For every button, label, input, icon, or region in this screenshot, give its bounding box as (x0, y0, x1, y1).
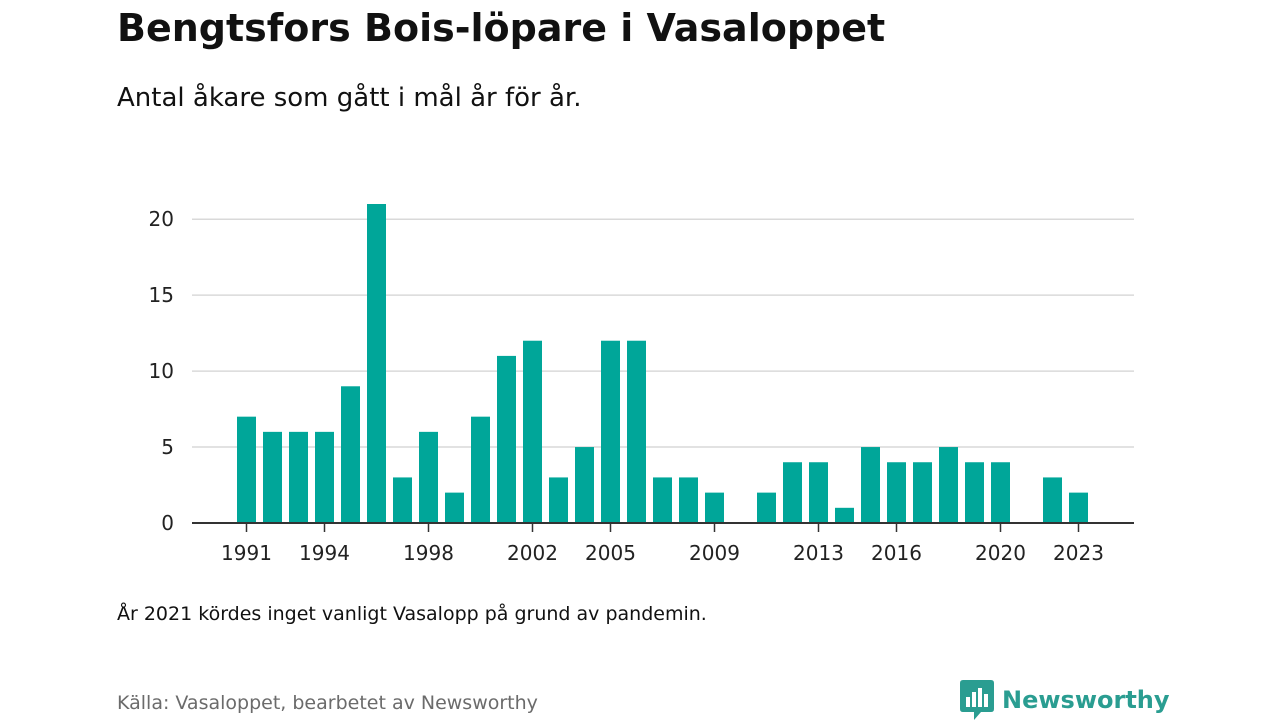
bar (393, 477, 412, 523)
y-tick-label: 15 (149, 283, 174, 307)
bar (523, 340, 542, 523)
bar-chart: 0 5 10 15 20 1991 1994 1998 2002 2005 2009 2013 201… (149, 204, 1134, 565)
x-tick-label: 1994 (299, 541, 350, 565)
bar (861, 447, 880, 523)
bar (419, 431, 438, 523)
bar (627, 340, 646, 523)
x-tick-label: 2002 (507, 541, 558, 565)
bar (835, 507, 854, 523)
bar (289, 431, 308, 523)
bar (965, 462, 984, 523)
x-tick-label: 1991 (221, 541, 272, 565)
bars (237, 204, 1088, 523)
x-tick-label: 2009 (689, 541, 740, 565)
grid-lines (192, 218, 1134, 448)
y-tick-label: 10 (149, 359, 174, 383)
bar (913, 462, 932, 523)
x-tick-label: 1998 (403, 541, 454, 565)
bar (705, 492, 724, 523)
brand-name: Newsworthy (1002, 686, 1170, 714)
x-tick-label: 2005 (585, 541, 636, 565)
newsworthy-logo-icon (960, 680, 994, 720)
x-axis-ticks: 1991 1994 1998 2002 2005 2009 2013 2016 2020 2023 (221, 523, 1104, 565)
bar (653, 477, 672, 523)
bar (783, 462, 802, 523)
bar (237, 416, 256, 523)
bar (497, 355, 516, 523)
bar (445, 492, 464, 523)
bar (939, 447, 958, 523)
chart-subtitle: Antal åkare som gått i mål år för år. (117, 83, 582, 113)
x-tick-label: 2013 (793, 541, 844, 565)
chart-title: Bengtsfors Bois-löpare i Vasaloppet (117, 6, 886, 50)
bar (601, 340, 620, 523)
x-tick-label: 2020 (975, 541, 1026, 565)
chart-note: År 2021 kördes inget vanligt Vasalopp på… (117, 603, 707, 625)
bar (991, 462, 1010, 523)
x-tick-label: 2023 (1053, 541, 1104, 565)
bar (549, 477, 568, 523)
brand: Newsworthy (960, 680, 1170, 720)
bar (809, 462, 828, 523)
bar (341, 386, 360, 523)
bar (887, 462, 906, 523)
bar (757, 492, 776, 523)
bar (1069, 492, 1088, 523)
x-tick-label: 2016 (871, 541, 922, 565)
bar (367, 204, 386, 523)
bar (1043, 477, 1062, 523)
bar (315, 431, 334, 523)
bar (679, 477, 698, 523)
source-text: Källa: Vasaloppet, bearbetet av Newswort… (117, 692, 538, 714)
y-tick-label: 5 (161, 435, 174, 459)
bar (471, 416, 490, 523)
y-tick-label: 20 (149, 207, 174, 231)
bar (263, 431, 282, 523)
y-tick-label: 0 (161, 511, 174, 535)
y-axis-ticks: 0 5 10 15 20 (149, 207, 174, 535)
bar (575, 447, 594, 523)
